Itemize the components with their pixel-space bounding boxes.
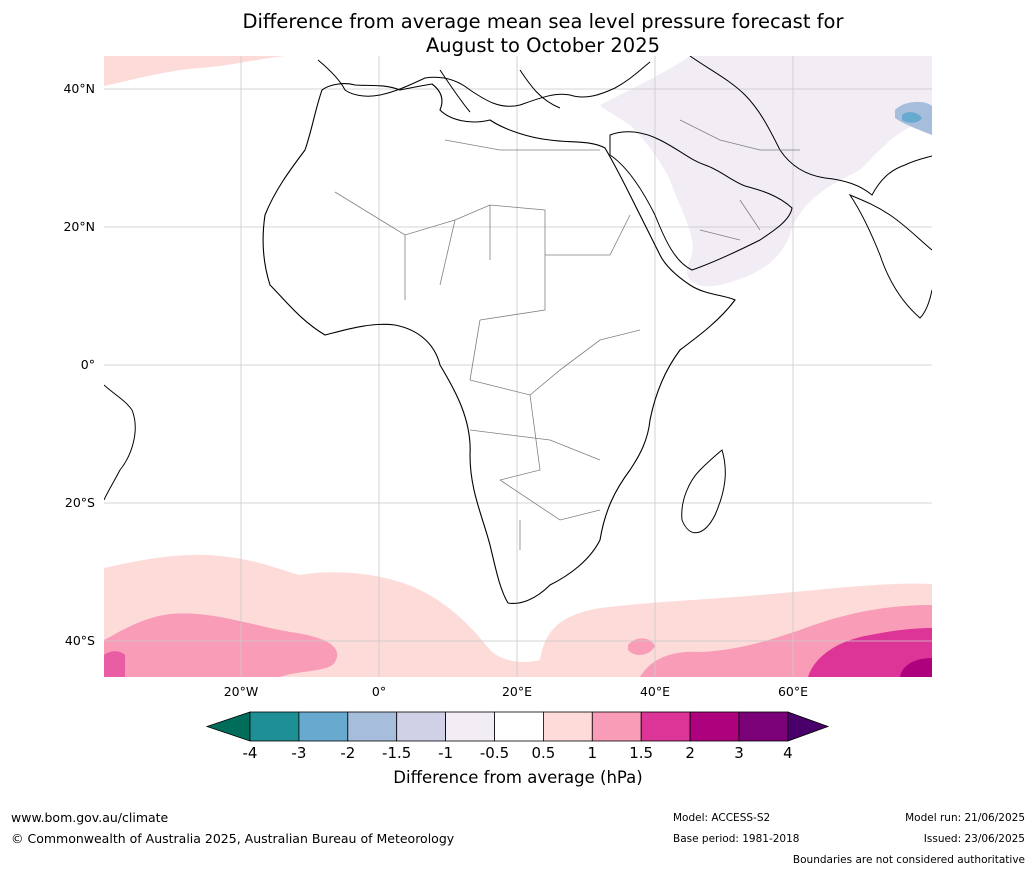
colorbar-tick-label: 4 bbox=[783, 744, 793, 762]
colorbar-tick-label: -1 bbox=[438, 744, 454, 762]
europe-coastline bbox=[317, 59, 651, 113]
colorbar-tick-label: 1 bbox=[587, 744, 598, 762]
title-line-2: August to October 2025 bbox=[425, 34, 661, 57]
anomaly-positive-north-atlantic bbox=[104, 56, 285, 86]
footer-disclaimer: Boundaries are not considered authoritat… bbox=[792, 854, 1025, 866]
graticule bbox=[104, 56, 932, 677]
colorbar-tick-label: -4 bbox=[242, 744, 258, 762]
anomaly-moderate-blob bbox=[628, 638, 655, 655]
lat-label-40n: 40°N bbox=[63, 81, 95, 96]
lon-label-20w: 20°W bbox=[223, 684, 259, 699]
colorbar-tick-label: -1.5 bbox=[382, 744, 412, 762]
footer-model: Model: ACCESS-S2 bbox=[673, 812, 771, 824]
anomaly-moderate-southwest bbox=[104, 613, 338, 677]
arabia-coastline bbox=[609, 131, 793, 271]
lon-label-0: 0° bbox=[371, 684, 387, 699]
title-line-1: Difference from average mean sea level p… bbox=[242, 10, 844, 33]
anomaly-very-strong-southeast bbox=[900, 658, 932, 677]
lon-label-20e: 20°E bbox=[501, 684, 533, 699]
footer-issued: Issued: 23/06/2025 bbox=[923, 833, 1025, 845]
lat-label-20n: 20°N bbox=[63, 219, 95, 234]
colorbar-tick-label: 2 bbox=[685, 744, 695, 762]
footer-model-run: Model run: 21/06/2025 bbox=[905, 812, 1025, 824]
lon-label-40e: 40°E bbox=[639, 684, 671, 699]
colorbar-tick-label: -2 bbox=[340, 744, 356, 762]
anomaly-strong-southeast bbox=[808, 628, 932, 677]
anomaly-moderate-southwest-edge bbox=[104, 651, 125, 677]
footer-copyright: © Commonwealth of Australia 2025, Austra… bbox=[11, 831, 455, 846]
lat-label-20s: 20°S bbox=[64, 495, 95, 510]
lat-label-0: 0° bbox=[80, 357, 95, 372]
lon-label-60e: 60°E bbox=[777, 684, 809, 699]
footer-base-period: Base period: 1981-2018 bbox=[673, 833, 800, 845]
colorbar-tick-label: -0.5 bbox=[479, 744, 510, 762]
madagascar-coastline bbox=[681, 449, 726, 533]
country-borders bbox=[334, 119, 800, 550]
colorbar-label: Difference from average (hPa) bbox=[393, 768, 643, 787]
chart-title: Difference from average mean sea level p… bbox=[0, 10, 1035, 58]
colorbar-tick-label: 1.5 bbox=[629, 744, 654, 762]
india-coastline bbox=[848, 193, 932, 319]
anomaly-negative-core bbox=[902, 112, 922, 123]
anomaly-weak-negative-middle-east bbox=[600, 56, 932, 287]
asia-coastline bbox=[689, 56, 932, 196]
colorbar-tick-label: -3 bbox=[291, 744, 307, 762]
south-america-coastline bbox=[104, 384, 136, 501]
colorbar-tick-label: 0.5 bbox=[531, 744, 556, 762]
colorbar-tick-label: 3 bbox=[734, 744, 744, 762]
africa-coastline bbox=[262, 83, 736, 604]
footer-website-link[interactable]: www.bom.gov.au/climate bbox=[11, 810, 169, 825]
lat-label-40s: 40°S bbox=[64, 633, 95, 648]
